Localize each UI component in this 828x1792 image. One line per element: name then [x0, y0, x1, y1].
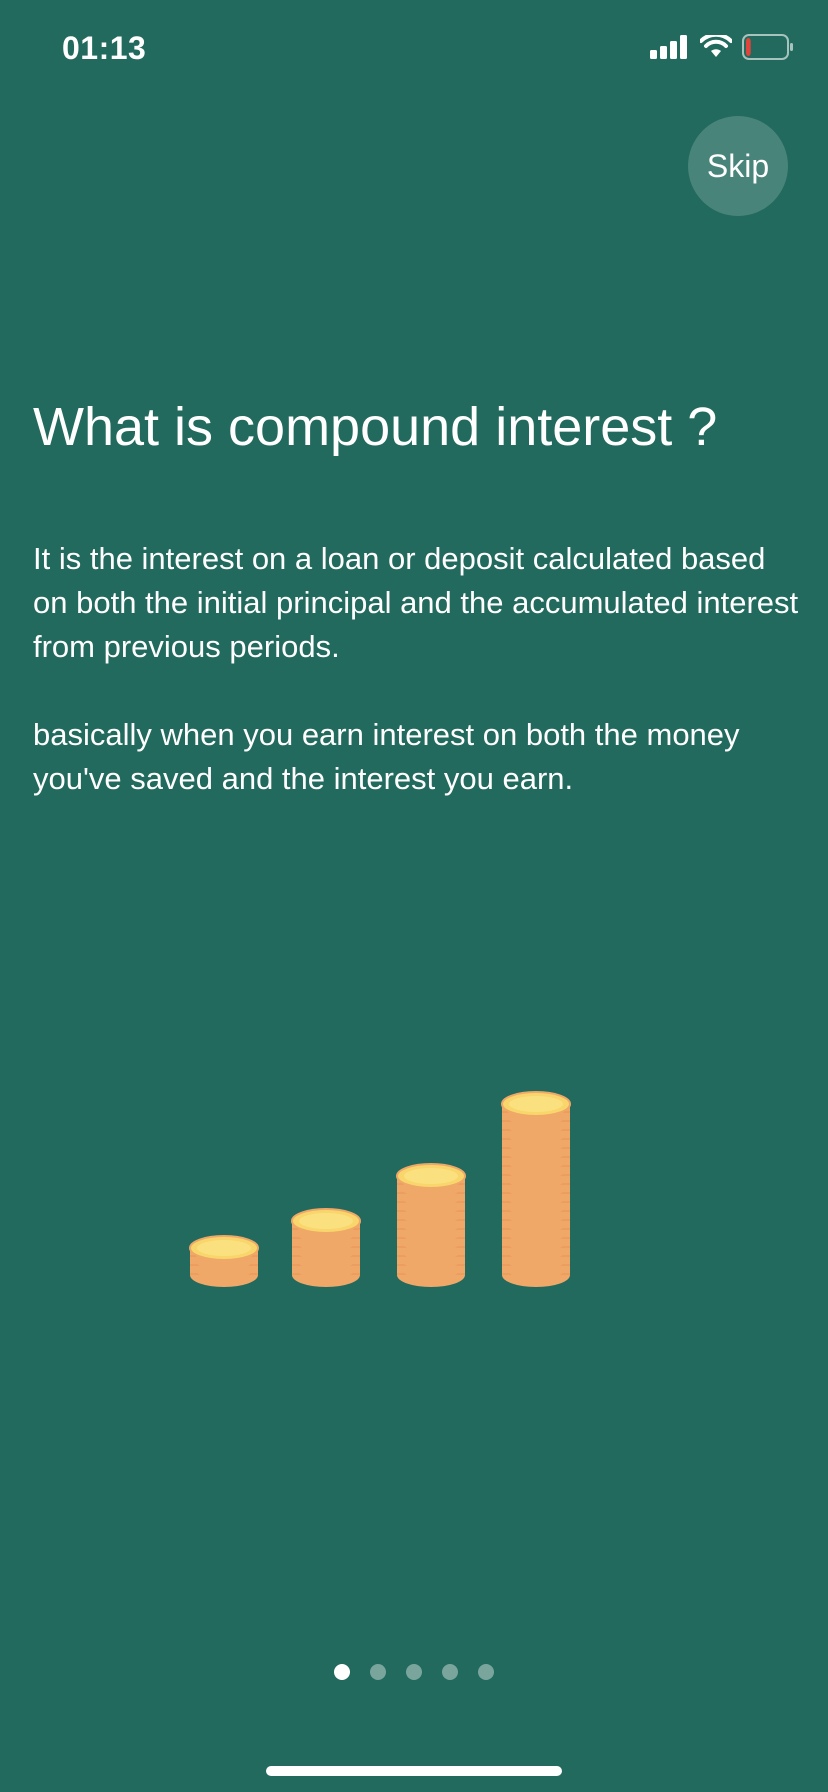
- page-indicator[interactable]: [0, 1664, 828, 1680]
- page-dot[interactable]: [442, 1664, 458, 1680]
- coin-stack: [396, 1163, 466, 1287]
- description-paragraph-1: It is the interest on a loan or deposit …: [33, 541, 799, 664]
- wifi-icon: [700, 35, 732, 57]
- coin-stack: [291, 1208, 361, 1287]
- page-dot[interactable]: [478, 1664, 494, 1680]
- home-indicator[interactable]: [266, 1766, 562, 1776]
- description-paragraph-2: basically when you earn interest on both…: [33, 717, 740, 796]
- page-title: What is compound interest ?: [33, 397, 718, 457]
- coin-stacks-icon: [189, 1091, 571, 1287]
- coin-stack: [501, 1091, 571, 1287]
- cellular-signal-icon: [650, 35, 687, 59]
- page-dot[interactable]: [406, 1664, 422, 1680]
- coin-stack: [189, 1235, 259, 1287]
- battery-low-icon: [742, 34, 793, 60]
- status-time: 01:13: [62, 30, 147, 66]
- status-icons: [650, 34, 794, 60]
- page-dot[interactable]: [370, 1664, 386, 1680]
- page-dot[interactable]: [334, 1664, 350, 1680]
- status-bar: 01:13: [0, 0, 828, 100]
- skip-button[interactable]: Skip: [688, 116, 788, 216]
